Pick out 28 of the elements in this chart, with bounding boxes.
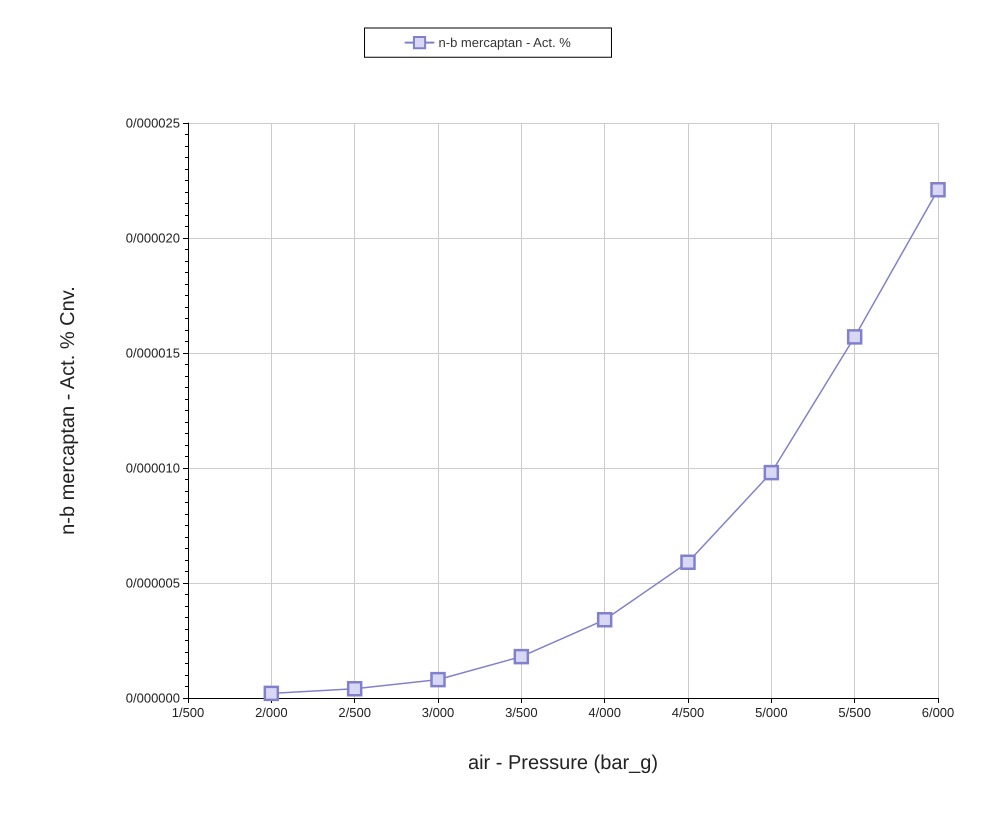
point: [930, 182, 946, 198]
x-tick-label: 4/000: [588, 705, 621, 720]
y-tick-label: 0/000005: [126, 576, 180, 590]
y-tick-label: 0/000015: [126, 346, 180, 360]
x-tick-label: 1/500: [172, 705, 204, 720]
point: [680, 554, 696, 570]
point: [264, 686, 280, 702]
y-tick-label: 0/000020: [126, 230, 180, 246]
x-tick-label: 2/500: [338, 705, 371, 720]
point: [514, 648, 530, 664]
x-tick-label: 3/500: [505, 705, 538, 720]
y-tick-label: 0/000000: [126, 690, 180, 706]
x-tick-label: 2/000: [255, 705, 288, 720]
point: [596, 612, 612, 628]
y-tick-label: 0/000010: [126, 460, 180, 476]
x-tick-label: 6/000: [922, 705, 954, 720]
legend-label: n-b mercaptan - Act. %: [438, 35, 572, 50]
point: [764, 464, 780, 480]
point: [430, 672, 446, 688]
x-axis-title: air - Pressure (bar_g): [468, 752, 658, 774]
x-tick-label: 5/500: [838, 705, 871, 720]
point: [846, 329, 862, 345]
y-tick-label: 0/000025: [126, 116, 180, 130]
x-tick-label: 3/000: [422, 705, 454, 720]
x-tick-label: 4/500: [672, 705, 704, 720]
point: [346, 681, 362, 697]
y-axis-title: n-b mercaptan - Act. % Cnv.: [57, 286, 79, 535]
x-tick-label: 5/000: [755, 705, 788, 720]
